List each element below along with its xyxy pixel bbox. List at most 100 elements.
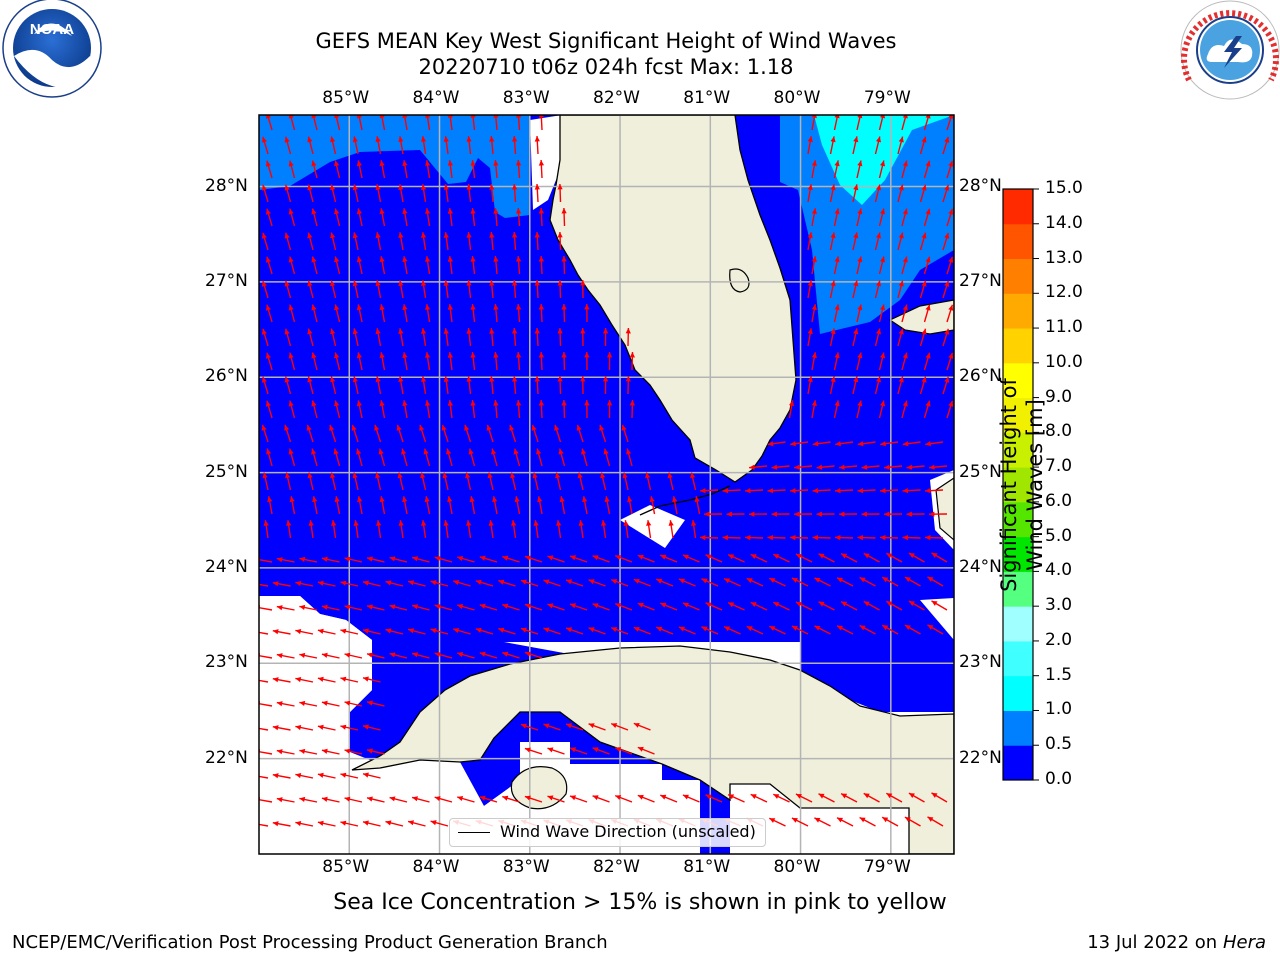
wind-wave-arrowhead (532, 472, 538, 479)
wind-wave-arrowhead (356, 352, 362, 359)
cuba-land (351, 645, 954, 854)
wind-wave-arrowhead (466, 232, 472, 238)
wind-wave-arrowhead (902, 400, 908, 407)
wind-wave-arrowhead (475, 627, 482, 633)
wind-wave-arrowhead (330, 136, 336, 143)
wind-wave-arrowhead (340, 580, 347, 586)
wind-wave-arrowhead (447, 256, 453, 262)
wind-wave-arrowhead (265, 208, 271, 215)
wind-wave-arrowhead (880, 400, 886, 407)
wind-wave-arrowhead (629, 352, 635, 358)
wind-wave-arrowhead (921, 328, 927, 335)
wind-wave-arrowhead (447, 496, 453, 503)
wind-wave-arrowhead (489, 232, 495, 238)
wind-wave-arrowhead (880, 352, 886, 359)
wind-wave-arrowhead (398, 328, 404, 334)
wind-wave-arrowhead (927, 576, 934, 582)
wind-wave-arrowhead (566, 627, 572, 633)
wind-wave-arrowhead (299, 604, 306, 610)
wind-wave-arrowhead (773, 602, 780, 607)
wind-wave-arrowhead (880, 304, 886, 311)
wind-wave-arrowhead (363, 772, 369, 778)
wind-wave-arrowhead (592, 747, 599, 753)
wind-wave-arrowhead (321, 748, 328, 754)
wind-wave-arrowhead (853, 184, 859, 191)
wind-wave-arrowhead (421, 328, 427, 334)
lat-tick-label: 22°N (205, 747, 248, 768)
wind-wave-arrowhead (898, 232, 904, 239)
wind-wave-arrow (259, 750, 273, 755)
colorbar-tick-label: 14.0 (1045, 212, 1083, 233)
wind-wave-arrowhead (554, 424, 560, 431)
wind-wave-arrowhead (284, 136, 290, 143)
wind-wave-arrowhead (625, 376, 631, 382)
wind-wave-arrowhead (705, 602, 712, 608)
wind-wave-arrowhead (367, 652, 373, 658)
wind-wave-arrowhead (464, 424, 470, 431)
lon-tick-label: 79°W (863, 857, 911, 877)
wind-wave-arrowhead (830, 136, 836, 143)
wind-wave-arrowhead (516, 400, 522, 406)
wind-wave-arrowhead (547, 747, 554, 753)
wind-wave-arrowhead (876, 136, 881, 143)
wind-wave-arrowhead (722, 488, 729, 494)
wind-wave-arrowhead (578, 520, 584, 526)
wind-wave-arrowhead (857, 160, 863, 167)
wind-wave-arrowhead (398, 280, 404, 286)
lat-tick-label: 26°N (959, 366, 1002, 387)
wind-wave-arrowhead (430, 628, 437, 634)
wind-wave-arrowhead (812, 488, 819, 494)
wind-wave-arrowhead (489, 376, 495, 382)
wind-wave-arrowhead (425, 304, 431, 310)
wind-wave-arrowhead (379, 115, 385, 119)
wind-wave-arrowhead (299, 700, 306, 706)
wind-wave-arrowhead (493, 208, 499, 214)
wind-wave-arrowhead (600, 472, 606, 479)
wind-wave-arrowhead (334, 115, 340, 119)
wind-wave-arrowhead (352, 136, 358, 143)
wind-wave-arrowhead (520, 627, 527, 633)
wind-wave-arrowhead (423, 448, 429, 455)
wind-wave-arrowhead (534, 232, 540, 238)
lon-tick-label: 80°W (773, 857, 821, 877)
wind-wave-arrowhead (816, 511, 822, 517)
wind-wave-arrowhead (307, 136, 313, 143)
colorbar-segment (1003, 467, 1033, 503)
wind-wave-arrowhead (317, 820, 324, 826)
wind-wave-arrowhead (402, 496, 408, 503)
wind-wave-arrowhead (307, 376, 313, 383)
wind-wave-arrowhead (356, 160, 362, 167)
wind-wave-arrowhead (667, 472, 673, 479)
wind-wave-arrowhead (944, 184, 950, 191)
lat-tick-label: 27°N (205, 270, 248, 291)
isla-juventud-land (510, 766, 568, 810)
wind-wave-arrowhead (921, 184, 927, 191)
wind-wave-arrowhead (516, 256, 522, 262)
wind-wave-arrowhead (425, 256, 431, 262)
wind-wave-arrowhead (880, 488, 886, 494)
wind-wave-arrowhead (615, 603, 622, 608)
wind-wave-arrowhead (356, 208, 362, 215)
wind-wave-arrowhead (299, 748, 306, 754)
wind-wave-arrowhead (814, 577, 821, 583)
wind-wave-arrow (259, 798, 273, 803)
wind-wave-arrowhead (363, 724, 369, 730)
wind-wave-arrowhead (660, 554, 667, 560)
lon-tick-label: 81°W (683, 857, 731, 877)
wind-wave-arrowhead (536, 448, 542, 455)
wind-wave-arrowhead (330, 472, 336, 479)
wind-wave-arrowhead (424, 496, 430, 503)
wind-wave-arrow (517, 115, 521, 131)
wind-wave-arrowhead (330, 376, 336, 383)
wind-wave-arrowhead (442, 472, 448, 479)
noaa-logo-icon: NOAA (2, 0, 102, 98)
wind-wave-arrowhead (588, 627, 595, 633)
wind-wave-arrowhead (863, 793, 870, 799)
wind-wave-arrowhead (375, 472, 381, 479)
wind-wave-arrowhead (773, 554, 780, 559)
wind-wave-arrowhead (834, 400, 840, 407)
wind-wave-arrowhead (379, 208, 385, 215)
wind-wave-arrowhead (524, 651, 531, 657)
wind-wave-arrowhead (853, 136, 859, 143)
wind-wave-arrowhead (250, 629, 256, 634)
